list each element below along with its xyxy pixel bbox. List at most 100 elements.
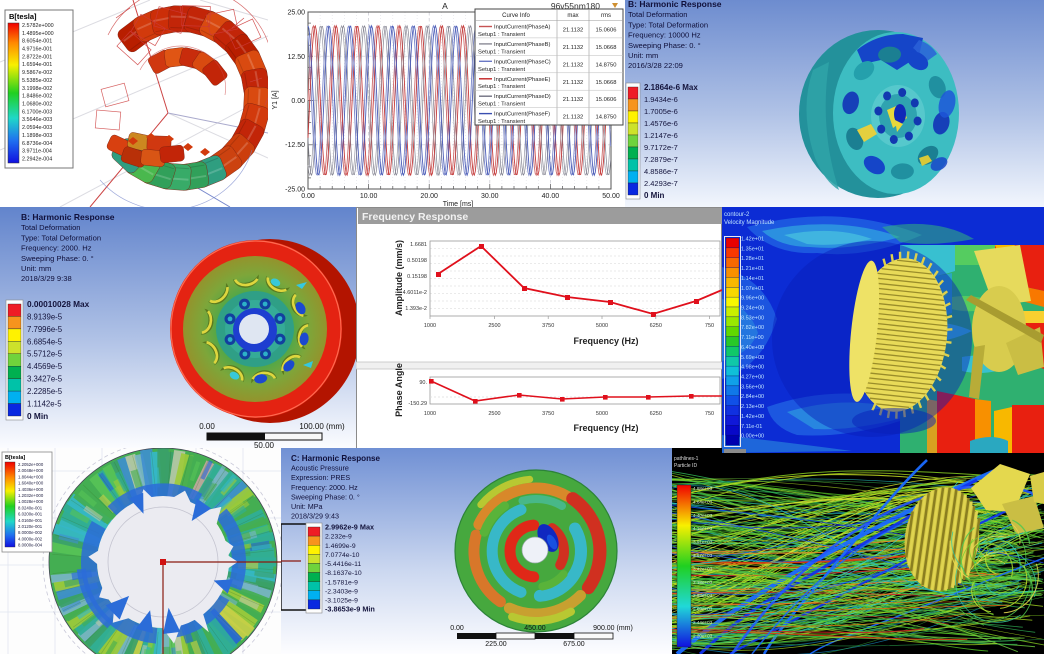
svg-text:5000: 5000: [596, 323, 608, 329]
svg-text:1.8044e+000: 1.8044e+000: [18, 474, 44, 479]
svg-text:-8.1637e-10: -8.1637e-10: [325, 570, 362, 577]
svg-text:4.27e+00: 4.27e+00: [741, 375, 764, 381]
svg-text:3750: 3750: [542, 411, 554, 417]
svg-text:9.7172e-7: 9.7172e-7: [644, 143, 678, 152]
svg-text:Frequency (Hz): Frequency (Hz): [573, 336, 638, 346]
svg-text:14.8750: 14.8750: [596, 62, 617, 68]
svg-text:90.: 90.: [419, 380, 427, 386]
svg-text:1000: 1000: [424, 323, 436, 329]
svg-text:3.56e+00: 3.56e+00: [741, 384, 764, 390]
svg-text:2.1864e-6 Max: 2.1864e-6 Max: [644, 83, 698, 92]
svg-text:-12.50: -12.50: [285, 142, 305, 149]
svg-text:Time [ms]: Time [ms]: [443, 201, 474, 207]
svg-text:5000: 5000: [596, 411, 608, 417]
svg-text:4.9716e-001: 4.9716e-001: [22, 47, 52, 53]
svg-text:8.53e+00: 8.53e+00: [741, 315, 764, 321]
svg-text:Unit: mm: Unit: mm: [21, 264, 51, 273]
svg-text:6250: 6250: [650, 323, 662, 329]
svg-text:-3.1025e-9: -3.1025e-9: [325, 598, 358, 605]
svg-text:1.1142e-5: 1.1142e-5: [27, 400, 62, 409]
svg-text:1.6681: 1.6681: [410, 242, 427, 248]
svg-text:1.0028e+000: 1.0028e+000: [18, 499, 44, 504]
svg-text:9.24e+00: 9.24e+00: [741, 306, 764, 312]
svg-text:20.00: 20.00: [420, 193, 438, 200]
svg-text:Setup1 : Transient: Setup1 : Transient: [478, 119, 525, 125]
svg-text:2018/3/29 9:38: 2018/3/29 9:38: [21, 274, 72, 283]
svg-text:2.9962e-9 Max: 2.9962e-9 Max: [325, 523, 374, 532]
svg-text:2.44e+03: 2.44e+03: [693, 620, 713, 625]
svg-text:Sweeping Phase: 0. °: Sweeping Phase: 0. °: [291, 492, 360, 501]
svg-text:5.69e+00: 5.69e+00: [741, 355, 764, 361]
svg-text:Setup1 : Transient: Setup1 : Transient: [478, 32, 525, 38]
svg-text:8.0000e-004: 8.0000e-004: [18, 543, 43, 548]
svg-text:2.0120e-001: 2.0120e-001: [18, 524, 43, 529]
svg-text:2.69e+03: 2.69e+03: [693, 607, 713, 612]
svg-text:9.5867e-002: 9.5867e-002: [22, 70, 52, 76]
svg-text:max: max: [567, 13, 578, 19]
svg-text:0 Min: 0 Min: [644, 191, 665, 200]
svg-text:12.50: 12.50: [287, 54, 305, 61]
svg-text:4.88e+03: 4.88e+03: [693, 486, 713, 491]
svg-text:0.15198: 0.15198: [407, 274, 427, 280]
svg-text:B: Harmonic Response: B: Harmonic Response: [21, 212, 115, 222]
svg-text:Sweeping Phase: 0. °: Sweeping Phase: 0. °: [628, 41, 701, 50]
svg-text:2.0048e+000: 2.0048e+000: [18, 468, 44, 473]
svg-text:A: A: [442, 1, 448, 11]
svg-text:30.00: 30.00: [481, 193, 499, 200]
svg-text:0.00010028 Max: 0.00010028 Max: [27, 299, 90, 309]
svg-text:0.00: 0.00: [450, 625, 464, 632]
svg-text:15.0668: 15.0668: [596, 45, 617, 51]
svg-text:6.8736e-004: 6.8736e-004: [22, 141, 52, 147]
svg-text:1.393e-2: 1.393e-2: [405, 306, 427, 312]
svg-text:2.13e+00: 2.13e+00: [741, 404, 764, 410]
svg-text:pathlines-1: pathlines-1: [674, 456, 699, 462]
svg-text:2016/3/28 22:09: 2016/3/28 22:09: [628, 61, 683, 70]
svg-text:Acoustic Pressure: Acoustic Pressure: [291, 464, 349, 473]
svg-text:2.2285e-5: 2.2285e-5: [27, 387, 63, 396]
svg-text:1.2032e+000: 1.2032e+000: [18, 493, 44, 498]
svg-text:21.1132: 21.1132: [563, 115, 584, 121]
svg-text:8.9139e-5: 8.9139e-5: [27, 312, 63, 321]
svg-text:Frequency: 2000. Hz: Frequency: 2000. Hz: [21, 244, 92, 253]
svg-text:2018/3/29 9:43: 2018/3/29 9:43: [291, 512, 339, 521]
svg-text:InputCurrent(PhaseA): InputCurrent(PhaseA): [494, 25, 550, 31]
svg-text:Frequency: 10000 Hz: Frequency: 10000 Hz: [628, 31, 701, 40]
svg-text:1000: 1000: [424, 411, 436, 417]
svg-text:Frequency: 2000. Hz: Frequency: 2000. Hz: [291, 483, 358, 492]
svg-text:6.0200e-001: 6.0200e-001: [18, 512, 43, 517]
svg-text:1.6040e+000: 1.6040e+000: [18, 481, 44, 486]
svg-text:Total Deformation: Total Deformation: [21, 223, 81, 232]
svg-text:2.2052e+000: 2.2052e+000: [18, 462, 44, 467]
svg-text:1.9434e-6: 1.9434e-6: [644, 95, 678, 104]
svg-text:Expression: PRES: Expression: PRES: [291, 473, 350, 482]
svg-text:450.00: 450.00: [524, 625, 546, 632]
svg-text:Setup1 : Transient: Setup1 : Transient: [478, 102, 525, 108]
svg-text:1.4036e+000: 1.4036e+000: [18, 487, 44, 492]
svg-text:6.40e+00: 6.40e+00: [741, 345, 764, 351]
svg-text:3.91e+03: 3.91e+03: [693, 540, 713, 545]
svg-text:Frequency Response: Frequency Response: [362, 211, 468, 223]
svg-text:1.4699e-9: 1.4699e-9: [325, 543, 356, 550]
svg-text:B[tesla]: B[tesla]: [5, 455, 25, 461]
svg-text:4.4569e-5: 4.4569e-5: [27, 362, 63, 371]
svg-text:1.21e+01: 1.21e+01: [741, 266, 764, 272]
svg-text:Frequency (Hz): Frequency (Hz): [573, 423, 638, 433]
svg-text:21.1132: 21.1132: [563, 80, 584, 86]
svg-text:contour-2: contour-2: [724, 212, 750, 218]
svg-text:2.0594e-003: 2.0594e-003: [22, 125, 52, 131]
svg-text:50.00: 50.00: [602, 193, 620, 200]
svg-text:7.0774e-10: 7.0774e-10: [325, 552, 360, 559]
svg-text:1.07e+01: 1.07e+01: [741, 286, 764, 292]
svg-text:B[tesla]: B[tesla]: [9, 12, 37, 21]
svg-text:3.9711e-004: 3.9711e-004: [22, 149, 52, 155]
svg-text:0.50198: 0.50198: [407, 258, 427, 264]
svg-text:-25.00: -25.00: [285, 187, 305, 194]
svg-text:C: Harmonic Response: C: Harmonic Response: [291, 454, 381, 463]
svg-text:Phase Angle: Phase Angle: [394, 363, 404, 417]
svg-text:rms: rms: [601, 13, 611, 19]
svg-text:-2.3403e-9: -2.3403e-9: [325, 588, 358, 595]
svg-text:96v55nm180: 96v55nm180: [551, 1, 600, 11]
svg-text:Type: Total Deformation: Type: Total Deformation: [628, 20, 708, 29]
svg-text:1.7005e-6: 1.7005e-6: [644, 107, 678, 116]
svg-text:0 Min: 0 Min: [27, 411, 48, 421]
